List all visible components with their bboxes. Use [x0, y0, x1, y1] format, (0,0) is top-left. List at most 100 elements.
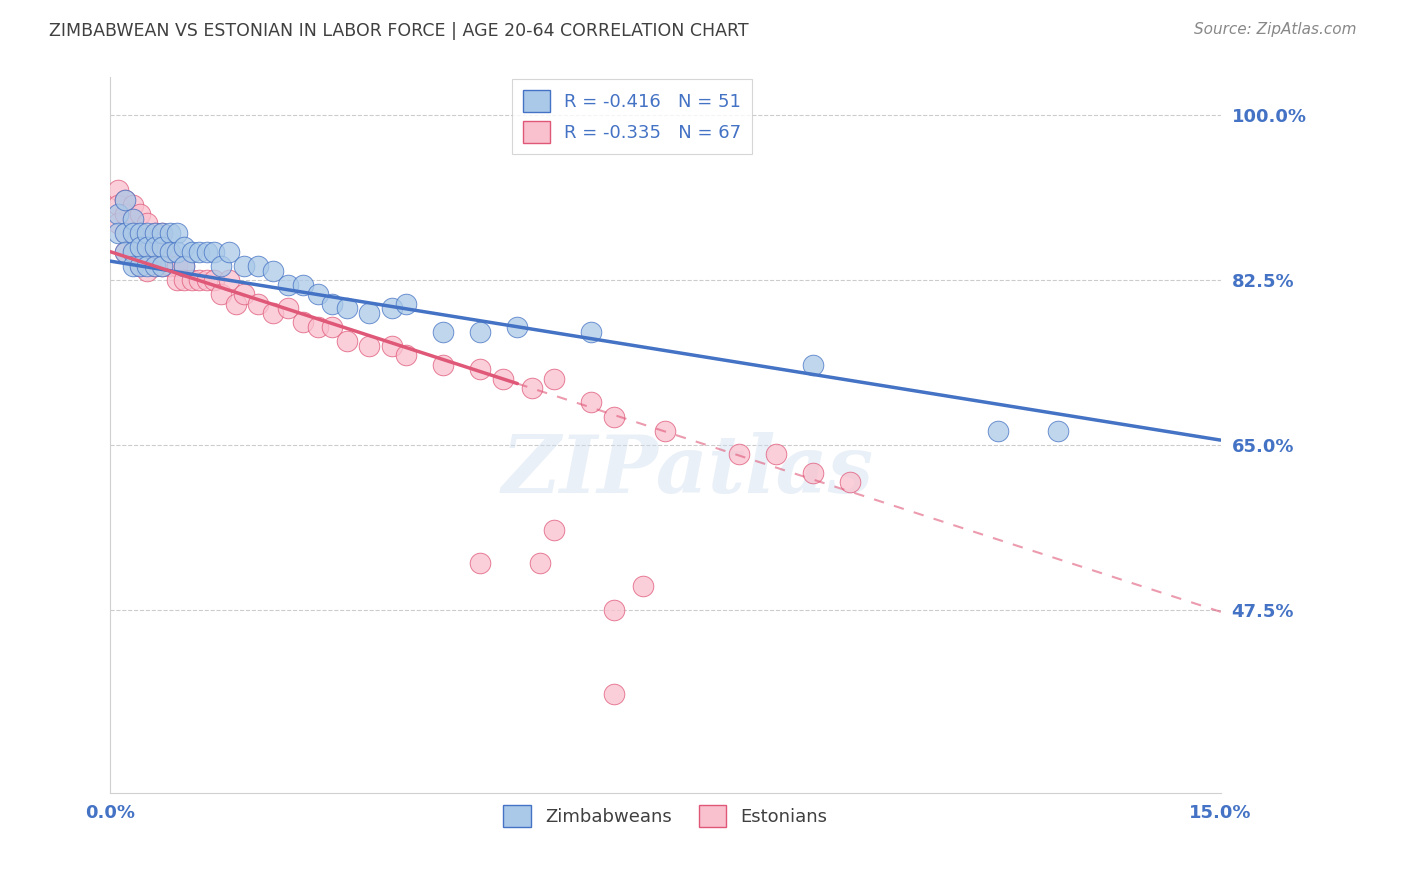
Text: Source: ZipAtlas.com: Source: ZipAtlas.com	[1194, 22, 1357, 37]
Point	[129, 259, 152, 273]
Point	[307, 287, 329, 301]
Point	[166, 226, 188, 240]
Point	[166, 259, 188, 273]
Point	[121, 259, 143, 273]
Point	[195, 273, 218, 287]
Text: ZIPatlas: ZIPatlas	[502, 433, 873, 510]
Point	[529, 556, 551, 570]
Point	[173, 259, 195, 273]
Point	[803, 466, 825, 480]
Point	[987, 424, 1010, 438]
Point	[121, 226, 143, 240]
Point	[143, 226, 166, 240]
Point	[173, 240, 195, 254]
Point	[1046, 424, 1069, 438]
Point	[121, 244, 143, 259]
Point	[380, 339, 402, 353]
Point	[195, 244, 218, 259]
Point	[359, 339, 381, 353]
Point	[159, 226, 181, 240]
Point	[150, 244, 173, 259]
Point	[150, 226, 173, 240]
Point	[121, 211, 143, 226]
Point	[202, 273, 225, 287]
Point	[470, 362, 492, 376]
Point	[380, 301, 402, 316]
Point	[143, 259, 166, 273]
Point	[114, 226, 136, 240]
Point	[159, 259, 181, 273]
Point	[765, 447, 787, 461]
Point	[225, 296, 247, 310]
Point	[432, 358, 454, 372]
Point	[262, 263, 284, 277]
Point	[602, 602, 624, 616]
Point	[506, 320, 529, 334]
Legend: Zimbabweans, Estonians: Zimbabweans, Estonians	[496, 798, 835, 834]
Point	[136, 230, 159, 244]
Point	[247, 259, 270, 273]
Point	[522, 381, 544, 395]
Point	[336, 334, 359, 349]
Point	[159, 244, 181, 259]
Point	[247, 296, 270, 310]
Point	[581, 395, 603, 409]
Point	[114, 193, 136, 207]
Point	[159, 244, 181, 259]
Point	[321, 320, 343, 334]
Point	[543, 523, 565, 537]
Point	[129, 240, 152, 254]
Point	[654, 424, 676, 438]
Point	[136, 217, 159, 231]
Point	[470, 556, 492, 570]
Point	[218, 273, 240, 287]
Point	[728, 447, 751, 461]
Point	[143, 259, 166, 273]
Point	[277, 277, 299, 292]
Point	[150, 240, 173, 254]
Point	[107, 207, 129, 221]
Point	[143, 244, 166, 259]
Point	[150, 259, 173, 273]
Point	[107, 184, 129, 198]
Point	[209, 259, 232, 273]
Point	[107, 226, 129, 240]
Point	[136, 226, 159, 240]
Point	[307, 320, 329, 334]
Point	[359, 306, 381, 320]
Text: ZIMBABWEAN VS ESTONIAN IN LABOR FORCE | AGE 20-64 CORRELATION CHART: ZIMBABWEAN VS ESTONIAN IN LABOR FORCE | …	[49, 22, 749, 40]
Point	[188, 273, 211, 287]
Point	[803, 358, 825, 372]
Point	[277, 301, 299, 316]
Point	[129, 226, 152, 240]
Point	[336, 301, 359, 316]
Point	[129, 207, 152, 221]
Point	[114, 244, 136, 259]
Point	[136, 263, 159, 277]
Point	[114, 193, 136, 207]
Point	[121, 226, 143, 240]
Point	[395, 296, 418, 310]
Point	[150, 259, 173, 273]
Point	[136, 244, 159, 259]
Point	[395, 348, 418, 362]
Point	[136, 240, 159, 254]
Point	[202, 244, 225, 259]
Point	[188, 244, 211, 259]
Point	[631, 579, 654, 593]
Point	[114, 226, 136, 240]
Point	[166, 273, 188, 287]
Point	[262, 306, 284, 320]
Point	[173, 273, 195, 287]
Point	[129, 240, 152, 254]
Point	[581, 325, 603, 339]
Point	[129, 226, 152, 240]
Point	[839, 475, 862, 490]
Point	[543, 372, 565, 386]
Point	[114, 244, 136, 259]
Point	[121, 244, 143, 259]
Point	[291, 277, 314, 292]
Point	[166, 244, 188, 259]
Point	[136, 259, 159, 273]
Point	[491, 372, 513, 386]
